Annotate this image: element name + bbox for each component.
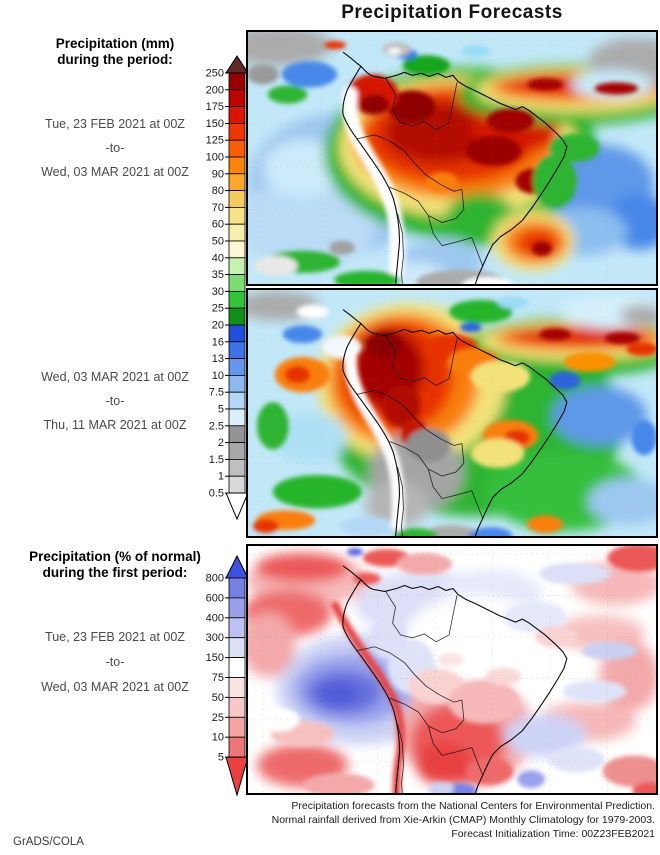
svg-text:20: 20 bbox=[212, 320, 224, 332]
svg-text:2: 2 bbox=[218, 437, 224, 449]
mm-scale-header-line1: Precipitation (mm) bbox=[55, 36, 175, 51]
country-borders bbox=[356, 591, 484, 793]
map-precip-mm-period1-graphic bbox=[248, 32, 656, 284]
period2-to-separator: -to- bbox=[105, 394, 125, 408]
svg-text:10: 10 bbox=[212, 370, 224, 382]
footnote-line-2: Normal rainfall derived from Xie-Arkin (… bbox=[271, 814, 655, 826]
svg-text:400: 400 bbox=[206, 612, 224, 624]
pct-period-dates: Tue, 23 FEB 2021 at 00Z -to- Wed, 03 MAR… bbox=[8, 625, 222, 700]
mm-colorbar: 250 200 175 150 125 100 90 80 70 60 50 40 35 30 25 20 16… bbox=[180, 55, 250, 525]
page-title: Precipitation Forecasts bbox=[341, 2, 563, 23]
map-pct-normal-period1-graphic bbox=[248, 546, 656, 793]
svg-text:25: 25 bbox=[212, 712, 224, 724]
pct-period-to-separator: -to- bbox=[105, 655, 125, 669]
svg-text:60: 60 bbox=[212, 219, 224, 231]
period1-dates: Tue, 23 FEB 2021 at 00Z -to- Wed, 03 MAR… bbox=[8, 112, 222, 184]
svg-text:1: 1 bbox=[218, 471, 224, 483]
svg-text:90: 90 bbox=[212, 168, 224, 180]
mm-scale-header: Precipitation (mm) during the period: bbox=[8, 36, 222, 68]
country-borders bbox=[356, 78, 484, 284]
svg-text:40: 40 bbox=[212, 252, 224, 264]
map-precip-mm-period2-graphic bbox=[248, 290, 656, 536]
coastline bbox=[342, 51, 568, 284]
period1-end-date: Wed, 03 MAR 2021 at 00Z bbox=[41, 165, 189, 179]
svg-text:150: 150 bbox=[206, 118, 224, 130]
svg-text:5: 5 bbox=[218, 404, 224, 416]
svg-text:35: 35 bbox=[212, 269, 224, 281]
period2-dates: Wed, 03 MAR 2021 at 00Z -to- Thu, 11 MAR… bbox=[8, 365, 222, 437]
svg-text:100: 100 bbox=[206, 152, 224, 164]
country-borders bbox=[356, 335, 484, 536]
pct-scale-header-line1: Precipitation (% of normal) bbox=[29, 549, 201, 564]
period2-start-date: Wed, 03 MAR 2021 at 00Z bbox=[41, 370, 189, 384]
svg-text:300: 300 bbox=[206, 632, 224, 644]
svg-text:150: 150 bbox=[206, 652, 224, 664]
svg-text:50: 50 bbox=[212, 236, 224, 248]
pct-scale-header-line2: during the first period: bbox=[42, 565, 188, 580]
svg-text:10: 10 bbox=[212, 732, 224, 744]
svg-text:125: 125 bbox=[206, 135, 224, 147]
svg-text:25: 25 bbox=[212, 303, 224, 315]
svg-text:250: 250 bbox=[206, 68, 224, 80]
svg-text:16: 16 bbox=[212, 336, 224, 348]
grads-cola-watermark: GrADS/COLA bbox=[13, 836, 84, 848]
period1-to-separator: -to- bbox=[105, 141, 125, 155]
svg-text:80: 80 bbox=[212, 185, 224, 197]
map-precip-mm-period2 bbox=[246, 288, 658, 538]
svg-text:1.5: 1.5 bbox=[209, 454, 224, 466]
map-pct-normal-period1 bbox=[246, 544, 658, 795]
pct-period-end-date: Wed, 03 MAR 2021 at 00Z bbox=[41, 680, 189, 694]
svg-text:75: 75 bbox=[212, 672, 224, 684]
svg-text:0.5: 0.5 bbox=[209, 488, 224, 500]
svg-text:13: 13 bbox=[212, 353, 224, 365]
svg-text:200: 200 bbox=[206, 84, 224, 96]
svg-text:30: 30 bbox=[212, 286, 224, 298]
pct-period-start-date: Tue, 23 FEB 2021 at 00Z bbox=[45, 630, 185, 644]
coastline bbox=[342, 309, 568, 536]
svg-text:50: 50 bbox=[212, 692, 224, 704]
footnotes: Precipitation forecasts from the Nationa… bbox=[150, 799, 655, 841]
svg-text:600: 600 bbox=[206, 592, 224, 604]
footnote-line-3: Forecast Initialization Time: 00Z23FEB20… bbox=[451, 828, 655, 840]
map-precip-mm-period1 bbox=[246, 30, 658, 286]
svg-text:7.5: 7.5 bbox=[209, 387, 224, 399]
svg-text:175: 175 bbox=[206, 101, 224, 113]
svg-text:5: 5 bbox=[218, 752, 224, 764]
svg-text:800: 800 bbox=[206, 573, 224, 585]
mm-scale-header-line2: during the period: bbox=[57, 52, 173, 67]
coastline bbox=[342, 565, 568, 793]
pct-scale-header: Precipitation (% of normal) during the f… bbox=[2, 549, 228, 581]
period1-start-date: Tue, 23 FEB 2021 at 00Z bbox=[45, 117, 185, 131]
pct-colorbar: 800 600 400 300 150 75 50 25 10 5 bbox=[180, 554, 250, 802]
footnote-line-1: Precipitation forecasts from the Nationa… bbox=[291, 800, 655, 812]
svg-text:70: 70 bbox=[212, 202, 224, 214]
svg-text:2.5: 2.5 bbox=[209, 420, 224, 432]
period2-end-date: Thu, 11 MAR 2021 at 00Z bbox=[43, 418, 187, 432]
